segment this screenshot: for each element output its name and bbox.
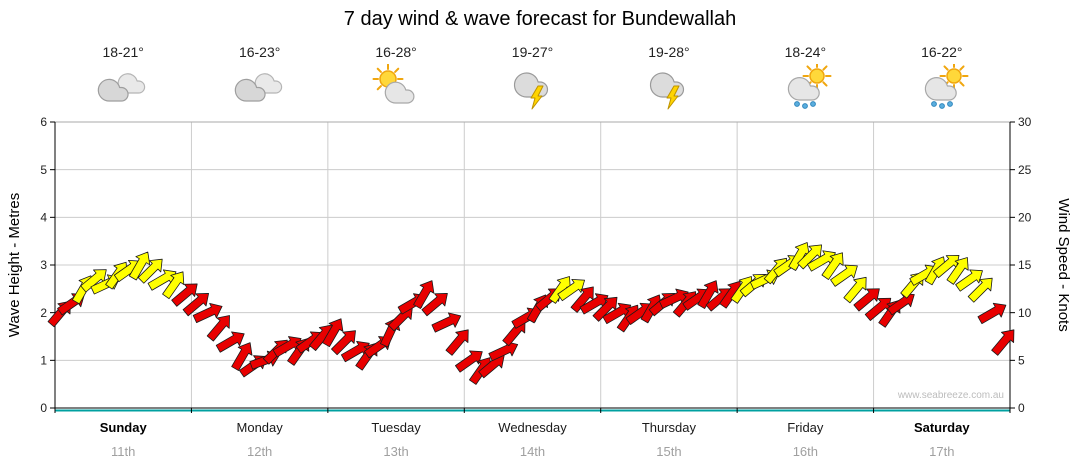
cloudy-icon [192,64,328,115]
wind-arrow [322,318,344,348]
wind-arrow [830,264,858,287]
right-tick-label: 20 [1018,211,1032,225]
day-date-saturday: 17th [929,444,955,459]
wind-arrow [431,312,462,333]
wind-arrow [215,331,245,353]
wind-arrow [455,350,483,373]
day-temp-sunday: 18-21° [102,44,144,60]
day-name-friday: Friday [787,420,824,435]
left-tick-label: 2 [40,306,47,320]
day-date-friday: 16th [792,444,818,459]
wind-arrow [570,286,594,313]
wind-arrow [206,315,230,342]
wind-arrow [853,288,880,312]
day-temp-friday: 18-24° [784,44,827,60]
left-tick-label: 5 [40,163,47,177]
day-name-wednesday: Wednesday [498,420,567,435]
day-temp-saturday: 16-22° [921,44,963,60]
wind-arrow [557,278,585,302]
wind-arrow [182,293,209,317]
day-date-sunday: 11th [111,444,136,459]
wind-arrow [946,257,969,285]
rain-drops [930,101,953,109]
wind-arrow [697,280,719,309]
wind-arrow [137,258,163,284]
day-name-thursday: Thursday [641,420,697,435]
wind-arrow [192,302,223,324]
partly-cloudy-icon [328,63,464,115]
wind-arrow [955,269,983,292]
wind-arrow [445,329,469,356]
wind-arrow [821,252,844,280]
wind-arrow [991,329,1015,356]
day-date-thursday: 15th [656,444,682,459]
day-temp-tuesday: 16-28° [375,44,417,60]
day-temp-wednesday: 19-27° [511,44,554,60]
wind-arrow [331,330,356,356]
wind-arrow [967,277,993,303]
wind-arrow [977,302,1007,325]
right-tick-label: 0 [1018,401,1025,415]
left-tick-label: 3 [40,258,47,272]
sun-showers-icon [874,61,1010,115]
page-title: 7 day wind & wave forecast for Bundewall… [343,8,737,30]
right-tick-label: 25 [1018,163,1032,177]
cloudy-icon [55,64,191,115]
right-tick-label: 30 [1018,115,1032,129]
wind-arrow [231,342,253,371]
wind-arrow [843,276,867,304]
wind-arrow [413,280,435,309]
thunderstorm-icon [601,64,737,115]
right-tick-label: 10 [1018,306,1032,320]
day-name-tuesday: Tuesday [371,420,421,435]
day-temp-monday: 16-23° [238,44,281,60]
day-name-saturday: Saturday [913,420,970,435]
day-temp-thursday: 19-28° [648,44,690,60]
sun-showers-icon [737,61,873,115]
wind-arrow [128,251,151,281]
left-tick-label: 4 [40,211,47,225]
wind-arrow [162,271,185,300]
day-date-monday: 12th [246,444,273,459]
wind-arrow [171,283,198,307]
watermark: www.seabreeze.com.au [897,390,1004,401]
left-tick-label: 1 [40,354,47,368]
day-name-monday: Monday [236,420,283,435]
left-tick-label: 0 [40,401,47,415]
thunderstorm-icon [465,64,601,115]
right-tick-label: 15 [1018,258,1032,272]
day-date-tuesday: 13th [383,444,409,459]
left-tick-label: 6 [40,115,47,129]
day-name-sunday: Sunday [99,420,147,435]
day-date-wednesday: 14th [519,444,546,459]
right-tick-label: 5 [1018,354,1025,368]
rain-drops [794,101,817,109]
wind-arrow [421,293,448,317]
